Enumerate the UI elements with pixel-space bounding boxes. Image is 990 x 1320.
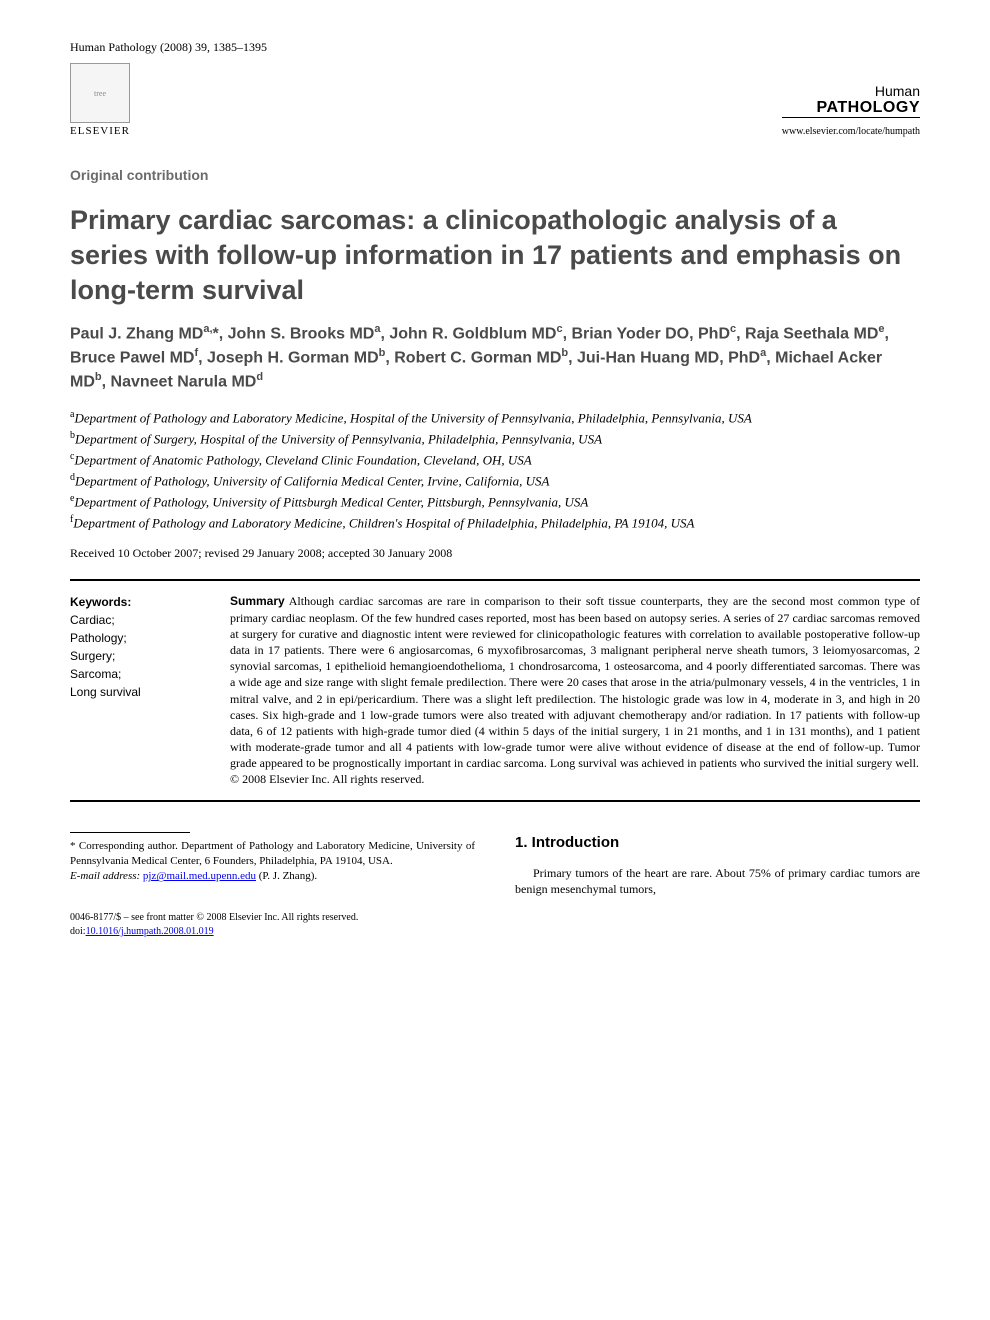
brand-rule <box>782 117 920 118</box>
affiliation-line: aDepartment of Pathology and Laboratory … <box>70 407 920 428</box>
footer-doi-line: doi:10.1016/j.humpath.2008.01.019 <box>70 925 475 939</box>
footnote-rule <box>70 832 190 833</box>
keywords-list: Cardiac;Pathology;Surgery;Sarcoma;Long s… <box>70 611 200 701</box>
publisher-name: ELSEVIER <box>70 125 130 137</box>
affiliation-line: dDepartment of Pathology, University of … <box>70 470 920 491</box>
summary-text: Although cardiac sarcomas are rare in co… <box>230 594 920 770</box>
affiliation-line: bDepartment of Surgery, Hospital of the … <box>70 428 920 449</box>
left-column: * Corresponding author. Department of Pa… <box>70 832 475 939</box>
section-label: Original contribution <box>70 167 920 183</box>
keywords-heading: Keywords: <box>70 593 200 611</box>
keyword-item: Cardiac; <box>70 611 200 629</box>
email-suffix: (P. J. Zhang). <box>256 870 317 882</box>
elsevier-tree-icon: tree <box>70 63 130 123</box>
affiliations: aDepartment of Pathology and Laboratory … <box>70 407 920 532</box>
keywords-column: Keywords: Cardiac;Pathology;Surgery;Sarc… <box>70 593 200 787</box>
brand-line1: Human <box>782 83 920 99</box>
summary-copyright: © 2008 Elsevier Inc. All rights reserved… <box>230 771 920 787</box>
bottom-columns: * Corresponding author. Department of Pa… <box>70 832 920 939</box>
introduction-text: Primary tumors of the heart are rare. Ab… <box>515 865 920 899</box>
doi-label: doi: <box>70 926 86 937</box>
article-dates: Received 10 October 2007; revised 29 Jan… <box>70 546 920 561</box>
corresponding-author: * Corresponding author. Department of Pa… <box>70 839 475 885</box>
copyright-footer: 0046-8177/$ – see front matter © 2008 El… <box>70 911 475 939</box>
article-title: Primary cardiac sarcomas: a clinicopatho… <box>70 203 920 308</box>
introduction-heading: 1. Introduction <box>515 832 920 853</box>
corresponding-note: * Corresponding author. Department of Pa… <box>70 839 475 870</box>
affiliation-line: eDepartment of Pathology, University of … <box>70 491 920 512</box>
keyword-item: Sarcoma; <box>70 665 200 683</box>
doi-link[interactable]: 10.1016/j.humpath.2008.01.019 <box>86 926 214 937</box>
keyword-item: Long survival <box>70 683 200 701</box>
corresponding-email-line: E-mail address: pjz@mail.med.upenn.edu (… <box>70 869 475 884</box>
journal-reference: Human Pathology (2008) 39, 1385–1395 <box>70 40 267 55</box>
keyword-item: Surgery; <box>70 647 200 665</box>
affiliation-line: cDepartment of Anatomic Pathology, Cleve… <box>70 449 920 470</box>
summary-column: Summary Although cardiac sarcomas are ra… <box>230 593 920 787</box>
keyword-item: Pathology; <box>70 629 200 647</box>
email-link[interactable]: pjz@mail.med.upenn.edu <box>143 870 256 882</box>
header-bar: Human Pathology (2008) 39, 1385–1395 <box>70 40 920 55</box>
right-column: 1. Introduction Primary tumors of the he… <box>515 832 920 939</box>
brand-line2: PATHOLOGY <box>782 99 920 117</box>
abstract-block: Keywords: Cardiac;Pathology;Surgery;Sarc… <box>70 579 920 801</box>
footer-line1: 0046-8177/$ – see front matter © 2008 El… <box>70 911 475 925</box>
author-list: Paul J. Zhang MDa,*, John S. Brooks MDa,… <box>70 322 920 393</box>
email-label: E-mail address: <box>70 870 140 882</box>
summary-heading: Summary <box>230 594 285 608</box>
publisher-logo: tree ELSEVIER <box>70 63 130 137</box>
logo-row: tree ELSEVIER Human PATHOLOGY www.elsevi… <box>70 63 920 137</box>
brand-url: www.elsevier.com/locate/humpath <box>782 126 920 137</box>
affiliation-line: fDepartment of Pathology and Laboratory … <box>70 512 920 533</box>
journal-brand: Human PATHOLOGY www.elsevier.com/locate/… <box>782 83 920 137</box>
